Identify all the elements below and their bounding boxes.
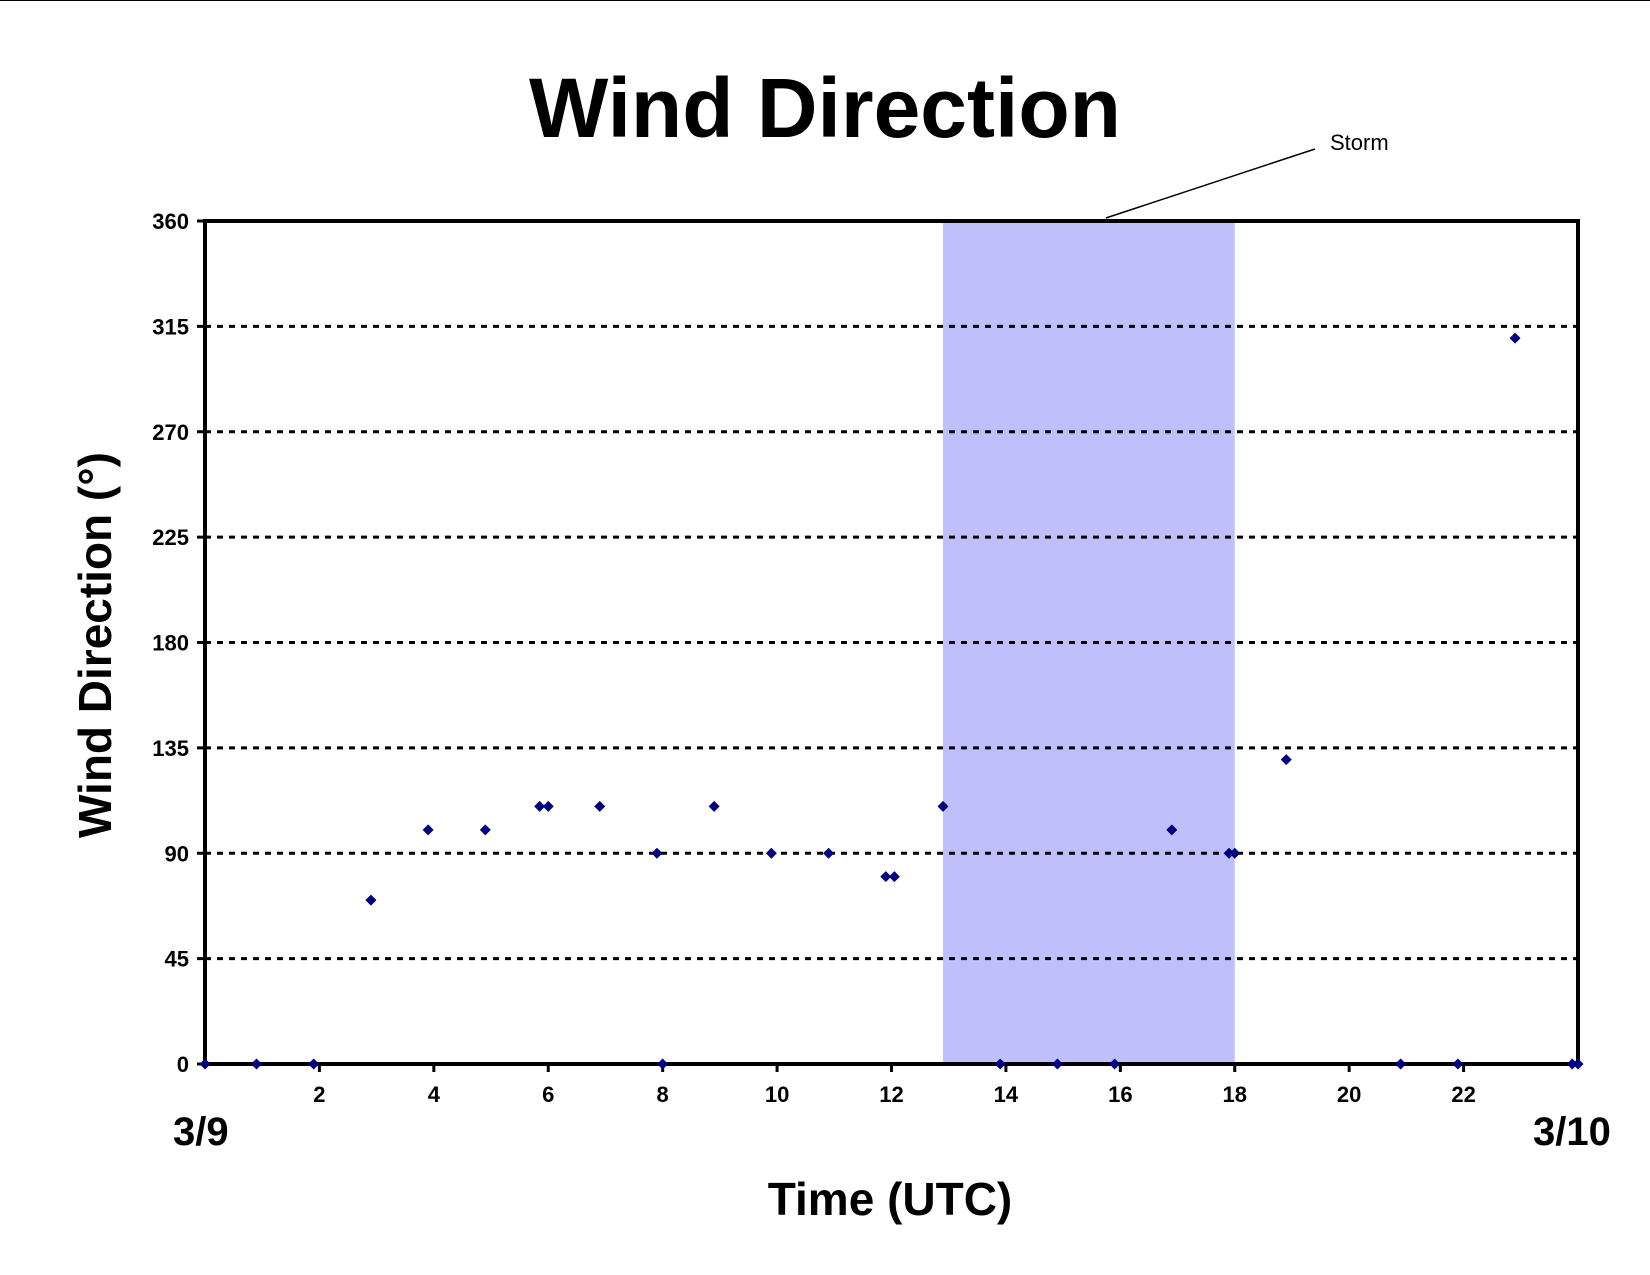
x-tick-label-2: 2 [313,1082,325,1107]
data-point-19 [1109,1058,1121,1070]
data-point-15 [888,871,900,883]
x-tick-label-4: 4 [428,1082,441,1107]
x-axis-ticks: 2 4 6 8 10 12 14 16 18 20 22 [313,1064,1476,1107]
y-tick-label-315: 315 [152,314,189,339]
y-tick-label-270: 270 [152,420,189,445]
x-tick-label-20: 20 [1337,1082,1361,1107]
data-point-14 [880,871,892,883]
data-point-26 [1509,332,1521,344]
data-point-13 [823,847,835,859]
data-point-7 [542,800,554,812]
data-point-27 [1566,1058,1578,1070]
data-point-10 [657,1058,669,1070]
data-point-5 [479,824,491,836]
data-point-21 [1223,847,1235,859]
start-date-label: 3/9 [173,1110,229,1154]
data-point-20 [1166,824,1178,836]
data-point-0 [199,1058,211,1070]
x-tick-label-14: 14 [994,1082,1019,1107]
x-tick-label-12: 12 [879,1082,903,1107]
y-axis-title: Wind Direction (°) [69,452,121,838]
x-tick-label-16: 16 [1108,1082,1132,1107]
data-point-11 [708,800,720,812]
data-points [199,332,1584,1070]
y-tick-label-225: 225 [152,525,189,550]
storm-annotation-label: Storm [1330,130,1389,155]
shade-layer [942,221,1235,1064]
y-axis-ticks: 0 45 90 135 180 225 270 315 360 [152,209,205,1077]
x-tick-label-8: 8 [657,1082,669,1107]
data-point-22 [1229,847,1241,859]
data-point-23 [1280,754,1292,766]
data-point-28 [1572,1058,1584,1070]
data-point-8 [594,800,606,812]
top-border-rule [0,0,1650,1]
data-point-24 [1395,1058,1407,1070]
data-point-25 [1452,1058,1464,1070]
gridlines [205,324,1578,961]
data-point-2 [308,1058,320,1070]
data-point-9 [651,847,663,859]
end-date-label: 3/10 [1533,1110,1611,1154]
data-point-4 [422,824,434,836]
y-tick-label-90: 90 [165,841,189,866]
x-tick-label-18: 18 [1223,1082,1247,1107]
data-point-18 [1051,1058,1063,1070]
data-point-6 [534,800,546,812]
data-point-16 [937,800,949,812]
x-axis-title: Time (UTC) [767,1173,1013,1225]
chart-title: Wind Direction [529,61,1121,155]
y-tick-label-0: 0 [177,1052,189,1077]
x-tick-label-22: 22 [1451,1082,1475,1107]
x-tick-label-6: 6 [542,1082,554,1107]
storm-shaded-region [942,221,1235,1064]
storm-annotation-leader-line [1105,148,1316,219]
y-tick-label-135: 135 [152,736,189,761]
data-point-1 [250,1058,262,1070]
data-point-3 [365,894,377,906]
data-point-17 [994,1058,1006,1070]
y-tick-label-45: 45 [165,947,189,972]
x-tick-label-10: 10 [765,1082,789,1107]
y-tick-label-180: 180 [152,631,189,656]
y-tick-label-360: 360 [152,209,189,234]
data-point-12 [765,847,777,859]
